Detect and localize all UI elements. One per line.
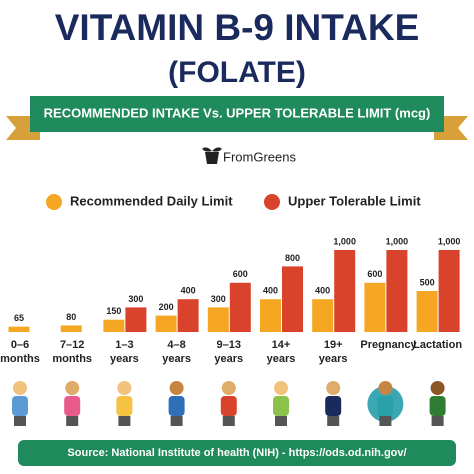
legend-swatch — [264, 194, 280, 210]
person-legs — [14, 416, 26, 426]
person-head — [13, 381, 27, 395]
x-tick-label: 9–13 years — [214, 339, 244, 365]
value-label: 65 — [14, 313, 24, 323]
banner — [30, 96, 444, 132]
x-tick-label: 14+ years — [266, 339, 296, 365]
value-label: 1,000 — [333, 236, 356, 246]
bar — [416, 291, 438, 332]
person-legs — [275, 416, 287, 426]
bar — [364, 282, 386, 332]
person-head — [65, 381, 80, 395]
person-body — [429, 396, 446, 416]
bar — [312, 299, 334, 332]
person-body — [64, 396, 81, 416]
person-head — [169, 381, 184, 395]
brand-text: FromGreens — [223, 149, 296, 164]
bar — [125, 307, 147, 332]
person-head — [326, 381, 341, 395]
value-label: 300 — [128, 294, 143, 304]
person-legs — [170, 416, 183, 426]
source-text: Source: National Institute of health (NI… — [67, 447, 406, 459]
person-head — [274, 381, 288, 395]
legend-swatch — [46, 194, 62, 210]
person-head — [221, 381, 236, 395]
person-legs — [327, 416, 340, 426]
footer — [18, 440, 456, 466]
value-label: 300 — [211, 294, 226, 304]
person-head — [430, 381, 445, 395]
bar — [155, 315, 177, 332]
value-label: 1,000 — [438, 236, 461, 246]
bar — [177, 299, 199, 332]
value-label: 400 — [263, 286, 278, 296]
legend-label: Upper Tolerable Limit — [288, 193, 421, 208]
person-body — [116, 396, 133, 416]
brand-logo — [202, 147, 222, 164]
person-legs — [222, 416, 235, 426]
x-tick-label: 19+ years — [318, 339, 348, 365]
value-label: 80 — [66, 312, 76, 322]
x-tick-label: 4–8 years — [162, 339, 191, 365]
bar — [334, 250, 356, 332]
value-label: 200 — [159, 302, 174, 312]
value-label: 400 — [181, 286, 196, 296]
bar — [282, 266, 303, 332]
person-legs — [379, 416, 392, 426]
value-label: 600 — [367, 269, 382, 279]
bar — [60, 325, 82, 332]
x-tick-label: 0–6 months — [0, 339, 40, 365]
bar — [438, 250, 460, 332]
x-tick-label: 7–12 months — [52, 339, 93, 365]
person-head — [117, 381, 132, 395]
value-label: 1,000 — [386, 236, 409, 246]
person-legs — [66, 416, 79, 426]
person-legs — [118, 416, 131, 426]
x-tick-label: 1–3 years — [110, 339, 139, 365]
bar — [8, 326, 30, 332]
person-body — [377, 396, 394, 416]
bar — [386, 250, 408, 332]
person-legs — [431, 416, 444, 426]
chart-subtitle: (FOLATE) — [168, 56, 306, 89]
person-head — [378, 381, 393, 395]
banner-text: RECOMMENDED INTAKE Vs. UPPER TOLERABLE L… — [44, 105, 431, 120]
value-label: 400 — [315, 286, 330, 296]
legend-label: Recommended Daily Limit — [70, 193, 233, 208]
value-label: 500 — [420, 277, 435, 287]
bar — [229, 282, 251, 332]
value-label: 600 — [233, 269, 248, 279]
value-label: 800 — [285, 253, 300, 263]
bar — [207, 307, 229, 332]
bar — [260, 299, 281, 332]
value-label: 150 — [106, 306, 121, 316]
x-tick-label: Lactation — [413, 339, 463, 351]
person-body — [325, 396, 342, 416]
person-body — [220, 396, 237, 416]
bar — [103, 319, 125, 332]
person-body — [273, 396, 289, 416]
x-tick-label: Pregnancy — [360, 339, 417, 351]
chart-title: VITAMIN B-9 INTAKE — [55, 7, 420, 48]
person-body — [168, 396, 185, 416]
person-body — [12, 396, 28, 416]
